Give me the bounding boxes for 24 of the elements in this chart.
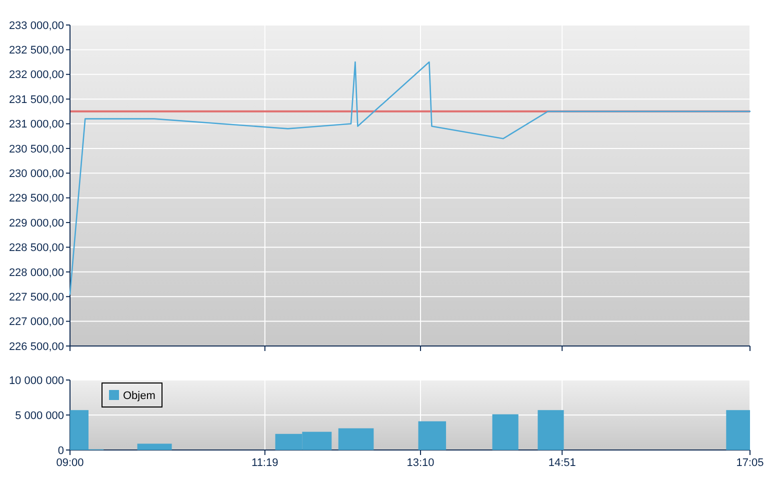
y-tick-label: 10 000 000 xyxy=(8,374,64,387)
y-tick-label: 233 000,00 xyxy=(8,20,64,32)
y-tick-label: 232 500,00 xyxy=(8,44,64,57)
y-tick-label: 230 500,00 xyxy=(8,143,64,156)
line-series xyxy=(69,61,751,295)
legend-label: Objem xyxy=(123,390,156,402)
y-tick-label: 227 500,00 xyxy=(8,291,64,304)
x-tick-label: 13:10 xyxy=(406,457,434,469)
y-tick-label: 228 000,00 xyxy=(8,266,64,279)
y-tick-label: 230 000,00 xyxy=(8,168,64,180)
y-tick-label: 0 xyxy=(58,444,64,457)
x-tick-label: 09:00 xyxy=(56,457,84,469)
y-tick-label: 229 000,00 xyxy=(8,217,64,230)
y-tick-label: 227 000,00 xyxy=(8,316,64,328)
y-tick-label: 228 500,00 xyxy=(8,242,64,254)
y-tick-label: 232 000,00 xyxy=(8,69,64,82)
x-tick-label: 14:51 xyxy=(548,457,576,469)
x-tick-label: 17:05 xyxy=(736,457,764,469)
y-tick-label: 226 500,00 xyxy=(8,340,64,353)
y-tick-label: 229 500,00 xyxy=(8,192,64,205)
y-tick-label: 231 000,00 xyxy=(8,118,64,131)
y-tick-label: 231 500,00 xyxy=(8,94,64,106)
y-tick-label: 5 000 000 xyxy=(15,410,64,422)
x-tick-label: 11:19 xyxy=(252,457,278,469)
